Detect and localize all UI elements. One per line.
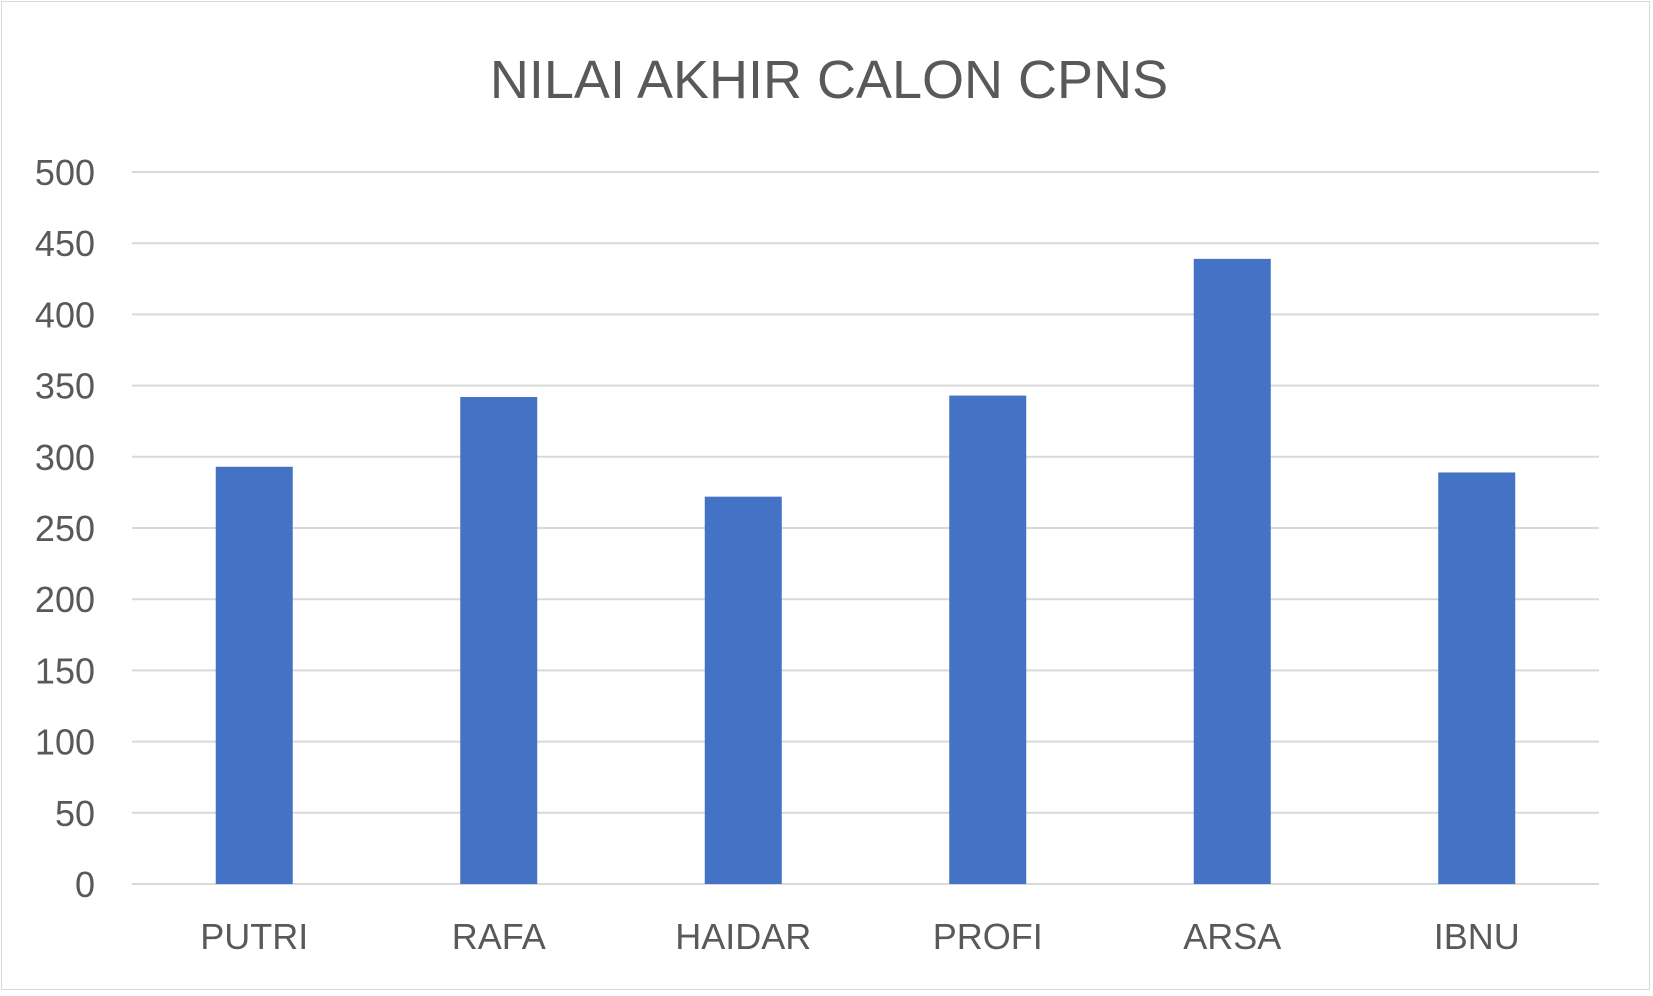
bar-profi bbox=[949, 395, 1027, 884]
bar-ibnu bbox=[1438, 472, 1516, 884]
x-tick-label-rafa: RAFA bbox=[452, 916, 546, 957]
y-tick-label: 500 bbox=[35, 152, 95, 193]
bar-putri bbox=[215, 466, 293, 884]
bars bbox=[215, 258, 1516, 884]
x-tick-label-ibnu: IBNU bbox=[1434, 916, 1520, 957]
x-axis-tick-labels: PUTRI RAFA HAIDAR PROFI ARSA IBNU bbox=[200, 916, 1520, 957]
y-tick-label: 150 bbox=[35, 650, 95, 691]
y-tick-label: 450 bbox=[35, 223, 95, 264]
gridlines bbox=[132, 171, 1599, 885]
y-axis-tick-labels: 0 50 100 150 200 250 300 350 400 450 500 bbox=[35, 152, 95, 905]
x-tick-label-profi: PROFI bbox=[933, 916, 1043, 957]
y-tick-label: 100 bbox=[35, 722, 95, 763]
x-tick-label-putri: PUTRI bbox=[200, 916, 308, 957]
bar-arsa bbox=[1193, 258, 1271, 884]
y-tick-label: 400 bbox=[35, 294, 95, 335]
y-tick-label: 250 bbox=[35, 508, 95, 549]
bar-haidar bbox=[704, 496, 782, 884]
y-tick-label: 200 bbox=[35, 579, 95, 620]
y-tick-label: 50 bbox=[55, 793, 95, 834]
x-tick-label-arsa: ARSA bbox=[1183, 916, 1281, 957]
y-tick-label: 350 bbox=[35, 366, 95, 407]
y-tick-label: 300 bbox=[35, 437, 95, 478]
chart-title: NILAI AKHIR CALON CPNS bbox=[490, 50, 1168, 110]
y-tick-label: 0 bbox=[75, 864, 95, 905]
bar-rafa bbox=[460, 396, 538, 884]
x-tick-label-haidar: HAIDAR bbox=[675, 916, 811, 957]
